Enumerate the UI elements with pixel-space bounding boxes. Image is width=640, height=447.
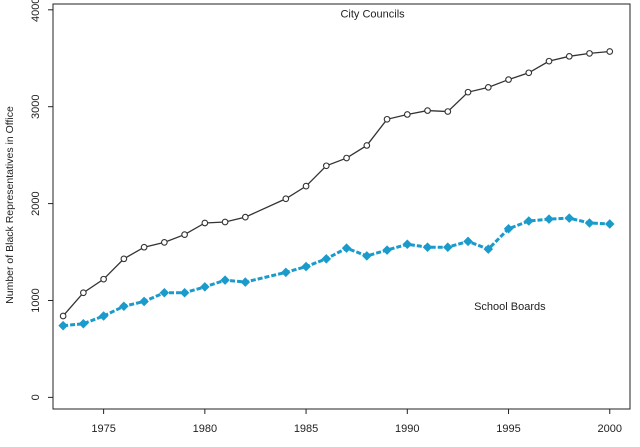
data-point — [58, 320, 68, 331]
y-tick-label: 4000 — [30, 0, 42, 22]
data-point — [98, 311, 109, 321]
series-city-councils — [59, 48, 614, 320]
data-point — [120, 255, 128, 263]
data-point — [383, 115, 391, 123]
data-point — [322, 162, 330, 170]
data-point — [402, 239, 413, 250]
data-point — [484, 83, 492, 91]
data-point — [302, 182, 310, 190]
data-point — [140, 243, 148, 251]
data-point — [584, 218, 595, 228]
data-point — [301, 261, 311, 272]
data-point — [545, 57, 553, 65]
data-point — [604, 219, 615, 229]
x-tick-label: 1985 — [294, 423, 318, 435]
data-point — [403, 111, 411, 118]
data-point — [179, 287, 190, 298]
data-point — [200, 282, 210, 292]
data-point — [221, 218, 229, 226]
data-point — [59, 312, 67, 320]
data-point — [503, 224, 514, 234]
data-point — [464, 88, 472, 96]
series-school-boards — [58, 213, 615, 331]
data-point — [363, 142, 371, 149]
y-axis-title: Number of Black Representatives in Offic… — [4, 106, 16, 304]
plot-frame — [52, 3, 631, 410]
data-point — [424, 107, 431, 114]
data-point — [119, 301, 129, 312]
annotation-school-boards: School Boards — [474, 301, 546, 313]
data-point — [201, 219, 209, 227]
y-tick-label: 3000 — [30, 94, 42, 118]
series-line-city-councils — [62, 50, 610, 317]
data-point — [321, 254, 332, 264]
data-point — [525, 69, 533, 77]
data-point — [586, 50, 593, 57]
data-point — [463, 236, 473, 247]
data-point — [181, 231, 188, 238]
data-point — [240, 277, 251, 287]
data-point — [443, 242, 453, 252]
series-layer — [58, 48, 615, 331]
x-tick-label: 2000 — [598, 423, 622, 435]
data-point — [382, 245, 392, 255]
y-tick-label: 1000 — [30, 288, 42, 312]
data-point — [241, 213, 249, 221]
annotation-city-councils: City Councils — [340, 9, 405, 21]
data-point — [362, 251, 372, 261]
data-point — [341, 243, 352, 253]
data-point — [220, 275, 230, 285]
y-axis: 0 1000 2000 3000 4000 — [30, 0, 53, 400]
data-point — [505, 76, 512, 83]
data-point — [544, 214, 554, 224]
series-annotations: City Councils School Boards — [340, 9, 546, 314]
data-point — [564, 213, 575, 223]
data-point — [281, 267, 291, 278]
x-tick-label: 1980 — [193, 423, 217, 435]
data-point — [159, 287, 170, 298]
data-point — [161, 238, 168, 246]
x-tick-label: 1990 — [395, 423, 419, 435]
x-tick-label: 1995 — [496, 423, 520, 435]
data-point — [80, 289, 87, 297]
y-tick-label: 0 — [30, 394, 42, 400]
data-point — [100, 275, 107, 283]
data-point — [282, 195, 290, 203]
data-point — [139, 296, 149, 307]
data-point — [78, 318, 89, 329]
data-point — [565, 52, 573, 60]
data-point — [606, 48, 614, 55]
data-point — [444, 108, 452, 115]
data-point — [524, 216, 534, 226]
x-axis: 1975 1980 1985 1990 1995 2000 — [91, 409, 622, 435]
y-tick-label: 2000 — [30, 191, 42, 215]
x-tick-label: 1975 — [91, 423, 115, 435]
data-point — [483, 244, 494, 254]
data-point — [422, 242, 433, 252]
data-point — [343, 154, 350, 162]
